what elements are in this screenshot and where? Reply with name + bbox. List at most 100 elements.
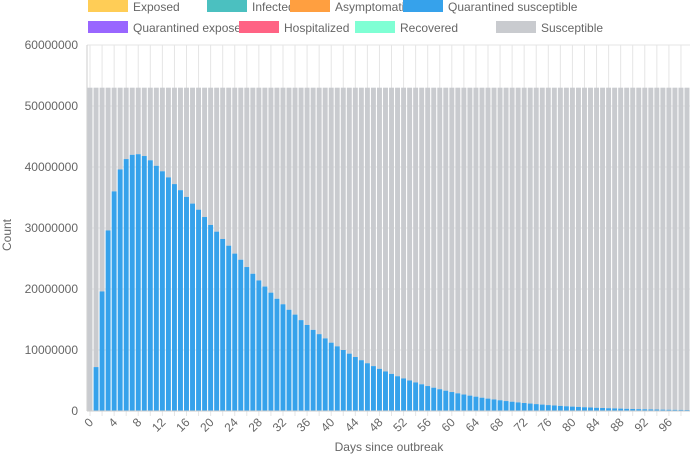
bar-quarantined-susceptible <box>147 160 153 411</box>
bar-susceptible <box>340 87 346 350</box>
bar-susceptible <box>105 87 111 231</box>
bar-susceptible <box>539 87 545 405</box>
bar-quarantined-susceptible <box>509 401 515 411</box>
legend: Exposed Infected Asymptomatic Quarantined s… <box>88 0 603 35</box>
legend-swatch <box>496 21 536 33</box>
bar-quarantined-susceptible <box>443 390 449 411</box>
bar-quarantined-susceptible <box>636 409 642 411</box>
bar-susceptible <box>582 87 587 408</box>
legend-item[interactable]: Infected <box>207 0 295 14</box>
bar-quarantined-susceptible <box>654 409 660 411</box>
bar-quarantined-susceptible <box>153 165 159 411</box>
bar-susceptible <box>606 87 612 409</box>
bar-susceptible <box>147 87 153 161</box>
bar-quarantined-susceptible <box>648 409 654 411</box>
bar-susceptible <box>129 87 135 155</box>
bar-susceptible <box>600 87 606 409</box>
bar-quarantined-susceptible <box>539 404 545 411</box>
bar-susceptible <box>425 87 431 387</box>
bar-susceptible <box>660 87 666 410</box>
legend-item[interactable]: Quarantined exposed <box>88 21 248 35</box>
bar-quarantined-susceptible <box>594 407 600 411</box>
bar-susceptible <box>413 87 419 383</box>
bar-quarantined-susceptible <box>666 409 672 411</box>
bar-susceptible <box>262 87 268 287</box>
bar-susceptible <box>678 87 684 410</box>
bar-susceptible <box>642 87 648 410</box>
bar-quarantined-susceptible <box>274 298 280 411</box>
x-tick-label: 0 <box>82 415 97 430</box>
bar-susceptible <box>563 87 569 407</box>
bar-susceptible <box>473 87 479 397</box>
bar-quarantined-susceptible <box>527 403 533 411</box>
bar-quarantined-susceptible <box>557 405 563 411</box>
bar-quarantined-susceptible <box>497 400 503 411</box>
bar-susceptible <box>618 87 624 409</box>
bar-susceptible <box>521 87 527 404</box>
legend-item[interactable]: Asymptomatic <box>290 0 410 14</box>
x-tick-label: 84 <box>583 415 603 435</box>
bar-susceptible <box>292 87 298 315</box>
x-tick-label: 88 <box>607 415 627 435</box>
bar-quarantined-susceptible <box>660 409 666 411</box>
bar-quarantined-susceptible <box>358 360 364 411</box>
legend-swatch <box>207 0 247 12</box>
legend-item[interactable]: Quarantined susceptible <box>403 0 578 14</box>
x-tick-label: 20 <box>197 415 217 435</box>
bar-susceptible <box>190 87 195 204</box>
bar-quarantined-susceptible <box>220 238 226 411</box>
legend-label: Infected <box>252 0 295 14</box>
bar-quarantined-susceptible <box>461 394 467 411</box>
bar-quarantined-susceptible <box>606 408 612 411</box>
legend-swatch <box>403 0 443 12</box>
bar-susceptible <box>310 87 316 330</box>
bar-susceptible <box>419 87 425 385</box>
bar-quarantined-susceptible <box>563 406 569 411</box>
bar-susceptible <box>401 87 407 379</box>
bar-quarantined-susceptible <box>159 171 165 411</box>
bar-susceptible <box>135 87 141 155</box>
bar-quarantined-susceptible <box>93 367 99 411</box>
x-tick-label: 44 <box>342 415 362 435</box>
bar-quarantined-susceptible <box>105 230 111 411</box>
x-tick-label: 64 <box>463 415 483 435</box>
bar-quarantined-susceptible <box>111 191 117 411</box>
bar-quarantined-susceptible <box>575 406 581 411</box>
bar-susceptible <box>684 87 690 411</box>
bar-quarantined-susceptible <box>304 324 310 411</box>
bar-susceptible <box>232 87 238 254</box>
bar-quarantined-susceptible <box>99 291 105 411</box>
bar-quarantined-susceptible <box>521 403 527 411</box>
bar-quarantined-susceptible <box>624 408 630 411</box>
bar-susceptible <box>389 87 394 374</box>
legend-item[interactable]: Exposed <box>88 0 180 14</box>
bar-susceptible <box>527 87 533 404</box>
x-tick-label: 60 <box>439 415 459 435</box>
bar-quarantined-susceptible <box>485 398 491 411</box>
bar-quarantined-susceptible <box>431 387 437 411</box>
bar-quarantined-susceptible <box>479 397 485 411</box>
bar-quarantined-susceptible <box>177 190 183 411</box>
legend-item[interactable]: Hospitalized <box>239 21 349 35</box>
legend-item[interactable]: Recovered <box>355 21 458 35</box>
bar-susceptible <box>250 87 256 274</box>
bar-quarantined-susceptible <box>413 382 419 411</box>
bar-quarantined-susceptible <box>491 399 497 411</box>
bar-quarantined-susceptible <box>316 334 322 411</box>
bar-susceptible <box>214 87 220 232</box>
bar-quarantined-susceptible <box>256 280 262 411</box>
bar-susceptible <box>636 87 642 410</box>
legend-item[interactable]: Susceptible <box>496 21 603 35</box>
bar-susceptible <box>226 87 232 246</box>
bar-susceptible <box>171 87 177 185</box>
bar-quarantined-susceptible <box>600 408 606 411</box>
bar-susceptible <box>485 87 491 399</box>
bar-susceptible <box>141 87 147 157</box>
y-tick-label: 20000000 <box>25 282 79 296</box>
y-tick-label: 10000000 <box>25 343 79 357</box>
bar-quarantined-susceptible <box>376 368 382 411</box>
x-tick-label: 12 <box>149 415 169 435</box>
bar-susceptible <box>117 87 123 170</box>
bar-susceptible <box>467 87 473 396</box>
bar-susceptible <box>184 87 189 197</box>
